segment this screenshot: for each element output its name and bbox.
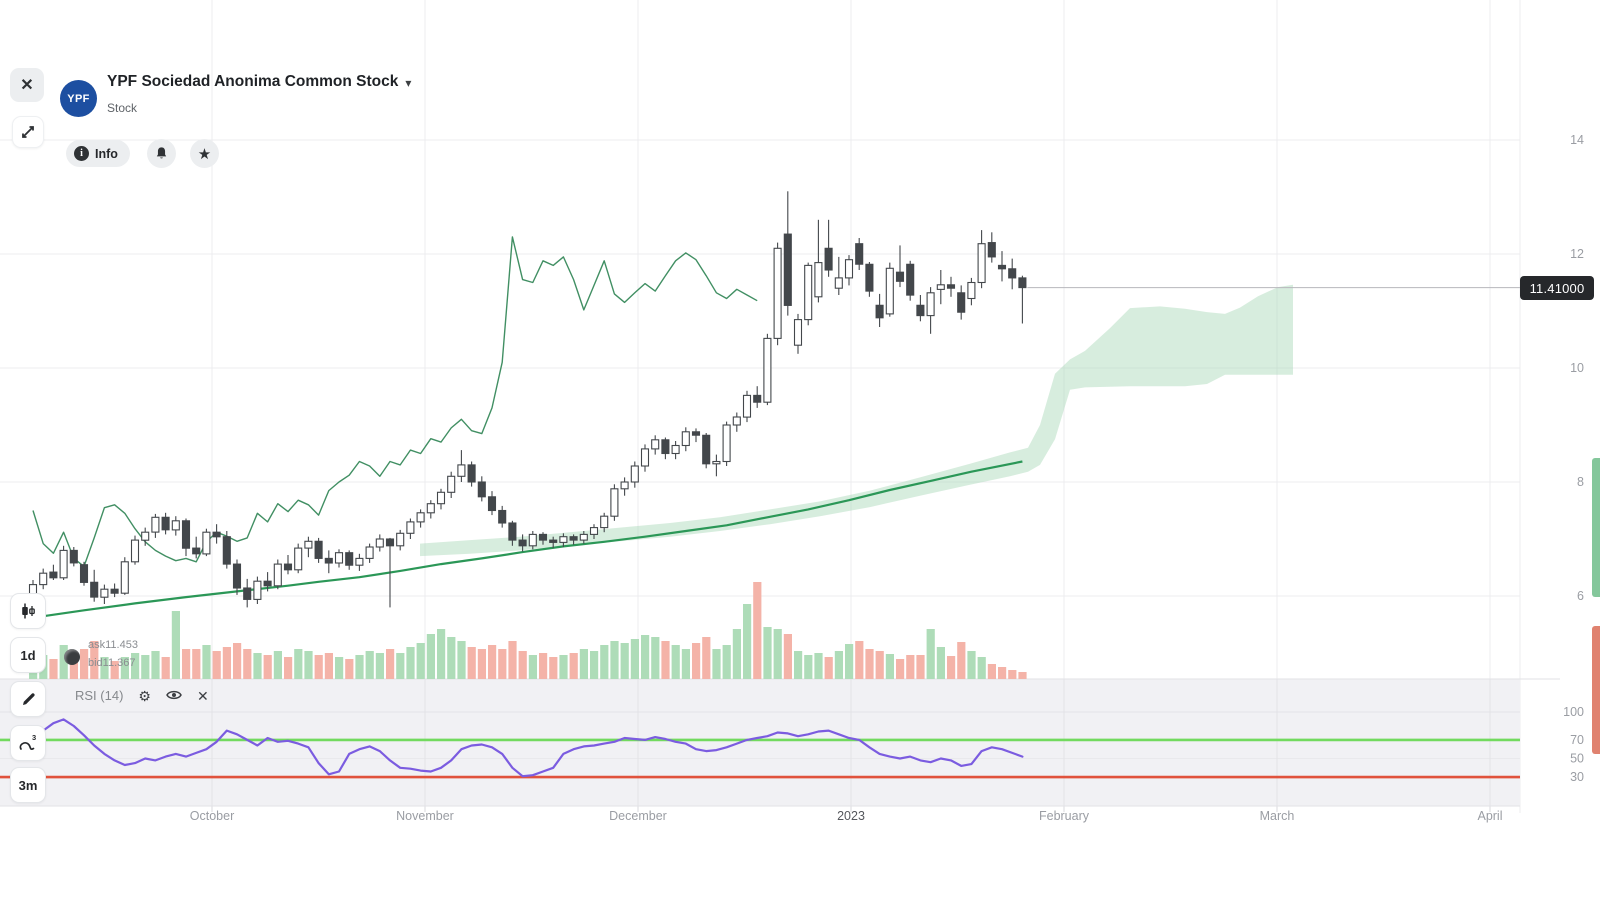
current-price-badge: 11.41000: [1520, 276, 1594, 300]
candles: [28, 191, 1027, 614]
bell-icon: [156, 147, 167, 159]
month-gridlines: [211, 0, 1521, 813]
range-button[interactable]: 3m: [10, 767, 46, 803]
price-axis-label: 6: [1577, 589, 1584, 603]
quote-marker-icon[interactable]: [64, 649, 80, 665]
rsi-visibility-eye-icon[interactable]: [166, 689, 182, 703]
ichimoku-cloud: [420, 284, 1293, 557]
rsi-indicator-label: RSI (14): [75, 688, 124, 703]
rsi-line: [31, 718, 1024, 778]
rsi-axis-label: 70: [1570, 733, 1584, 747]
right-edge-green-strip: [1592, 458, 1600, 597]
rsi-axis-label: 30: [1570, 770, 1584, 784]
x-axis-label: March: [1260, 809, 1295, 823]
indicators-button[interactable]: 3: [10, 725, 46, 761]
svg-text:3: 3: [32, 733, 36, 742]
rsi-axis-label: 100: [1563, 705, 1584, 719]
rsi-axis-labels: 100 70 50 30: [1563, 705, 1584, 784]
x-axis-label: February: [1039, 809, 1090, 823]
candlestick-icon: [22, 603, 35, 619]
info-button[interactable]: i Info: [66, 140, 130, 167]
bid-label: bid11.367: [88, 657, 136, 669]
close-button[interactable]: ✕: [10, 68, 44, 102]
ypf-logo: YPF: [60, 80, 97, 117]
price-axis-label: 10: [1570, 361, 1584, 375]
rsi-axis-label: 50: [1570, 752, 1584, 766]
x-axis-label: October: [190, 809, 234, 823]
ask-label: ask11.453: [88, 639, 138, 651]
right-edge-red-strip: [1592, 626, 1600, 754]
draw-tool-button[interactable]: [10, 681, 46, 717]
x-axis-labels: October November December 2023 February March…: [190, 809, 1503, 823]
chart-style-button[interactable]: [10, 593, 46, 629]
x-axis-label: 2023: [837, 809, 865, 823]
chevron-down-icon[interactable]: ▾: [405, 76, 412, 90]
interval-button[interactable]: 1d: [10, 637, 46, 673]
collapse-chart-button[interactable]: [12, 116, 44, 148]
price-axis-labels: 14 12 10 8 6: [1570, 133, 1584, 603]
rsi-settings-gear-icon[interactable]: ⚙: [138, 687, 151, 704]
indicator-curve-icon: 3: [19, 733, 36, 750]
bid-ask-readout: ask11.453 bid11.367: [88, 636, 138, 672]
ma-line: [32, 460, 1023, 619]
price-axis-label: 14: [1570, 133, 1584, 147]
star-icon: ★: [197, 145, 212, 163]
lagging-span-line: [32, 236, 758, 568]
close-icon: ✕: [20, 77, 34, 94]
diagonal-arrows-icon: [22, 126, 34, 138]
instrument-type-label: Stock: [107, 101, 138, 115]
x-axis-label: November: [396, 809, 454, 823]
price-axis-label: 12: [1570, 247, 1584, 261]
x-axis-label: April: [1477, 809, 1502, 823]
watchlist-star-button[interactable]: ★: [190, 139, 219, 168]
page-title: YPF Sociedad Anonima Common Stock: [107, 73, 399, 90]
info-icon: i: [74, 146, 89, 161]
alert-bell-button[interactable]: [147, 139, 176, 168]
rsi-remove-icon[interactable]: ✕: [196, 687, 209, 704]
pencil-icon: [22, 692, 35, 705]
x-axis-label: December: [609, 809, 667, 823]
rsi-pane-background: [0, 679, 1520, 806]
volume-bars: [29, 582, 1027, 679]
price-axis-label: 8: [1577, 475, 1584, 489]
